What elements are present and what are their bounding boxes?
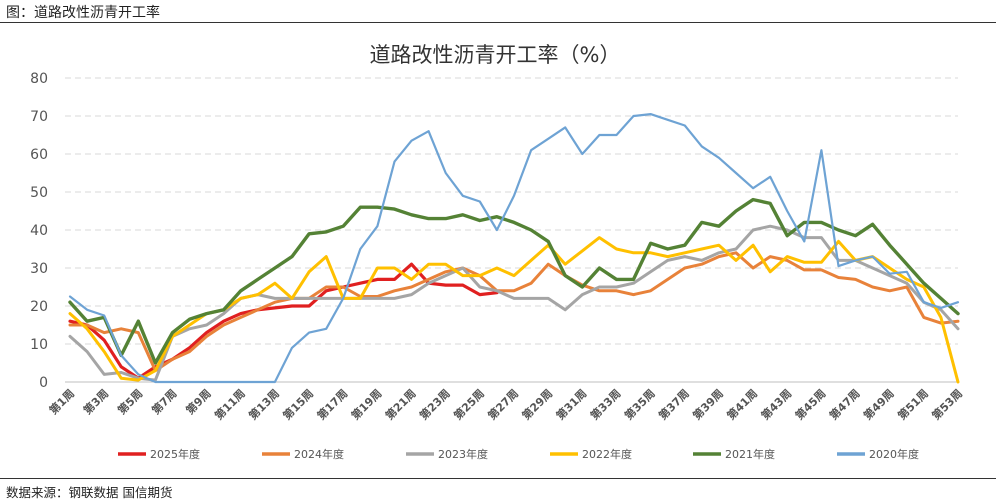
y-tick-label: 40	[30, 223, 48, 239]
bottom-rule	[0, 478, 996, 479]
legend-label: 2022年度	[582, 447, 632, 461]
y-axis: 0 10 20 30 40 50 60 70 80	[30, 71, 48, 391]
legend-label: 2020年度	[869, 447, 919, 461]
legend-label: 2024年度	[294, 447, 344, 461]
gridlines	[65, 77, 958, 383]
x-tick-label: 第51周	[895, 386, 931, 422]
x-tick-label: 第49周	[861, 386, 897, 422]
x-tick-label: 第47周	[826, 386, 862, 422]
series-lines	[68, 112, 960, 384]
x-tick-label: 第7周	[149, 386, 180, 417]
y-tick-label: 0	[39, 375, 48, 391]
x-tick-label: 第25周	[451, 386, 487, 422]
y-tick-label: 70	[30, 109, 48, 125]
x-tick-label: 第33周	[587, 386, 623, 422]
y-tick-label: 60	[30, 147, 48, 163]
x-tick-label: 第35周	[621, 386, 657, 422]
series-line	[68, 224, 960, 382]
x-tick-label: 第29周	[519, 386, 555, 422]
x-tick-label: 第31周	[553, 386, 589, 422]
legend-label: 2025年度	[150, 447, 200, 461]
x-tick-label: 第3周	[80, 386, 111, 417]
legend-label: 2021年度	[725, 447, 775, 461]
x-tick-label: 第45周	[792, 386, 828, 422]
legend: 2025年度 2024年度 2023年度 2022年度 2021年度 2020年度	[118, 447, 919, 461]
x-tick-label: 第39周	[690, 386, 726, 422]
x-tick-label: 第53周	[929, 386, 965, 422]
series-line	[68, 197, 960, 365]
x-tick-label: 第9周	[183, 386, 214, 417]
top-rule	[0, 22, 996, 23]
x-tick-label: 第37周	[656, 386, 692, 422]
y-tick-label: 10	[30, 337, 48, 353]
series-line	[68, 251, 960, 373]
x-tick-label: 第15周	[280, 386, 316, 422]
y-tick-label: 20	[30, 299, 48, 315]
legend-label: 2023年度	[438, 447, 488, 461]
x-tick-label: 第43周	[758, 386, 794, 422]
chart-title: 道路改性沥青开工率（%）	[370, 43, 621, 67]
x-tick-label: 第5周	[115, 386, 146, 417]
x-tick-label: 第41周	[724, 386, 760, 422]
series-line	[68, 236, 960, 384]
x-tick-label: 第23周	[417, 386, 453, 422]
x-tick-label: 第27周	[485, 386, 521, 422]
source-note: 数据来源：钢联数据 国信期货	[6, 485, 173, 500]
x-tick-label: 第1周	[46, 386, 77, 417]
x-tick-label: 第17周	[314, 386, 350, 422]
y-tick-label: 50	[30, 185, 48, 201]
x-tick-label: 第21周	[382, 386, 418, 422]
x-axis: 第1周 第3周 第5周 第7周 第9周第11周第13周第15周第17周第19周第21周第…	[46, 386, 965, 422]
x-tick-label: 第13周	[246, 386, 282, 422]
y-tick-label: 80	[30, 71, 48, 87]
figure-label: 图：道路改性沥青开工率	[6, 5, 160, 21]
x-tick-label: 第11周	[212, 386, 248, 422]
x-tick-label: 第19周	[348, 386, 384, 422]
y-tick-label: 30	[30, 261, 48, 277]
series-line	[68, 112, 960, 384]
